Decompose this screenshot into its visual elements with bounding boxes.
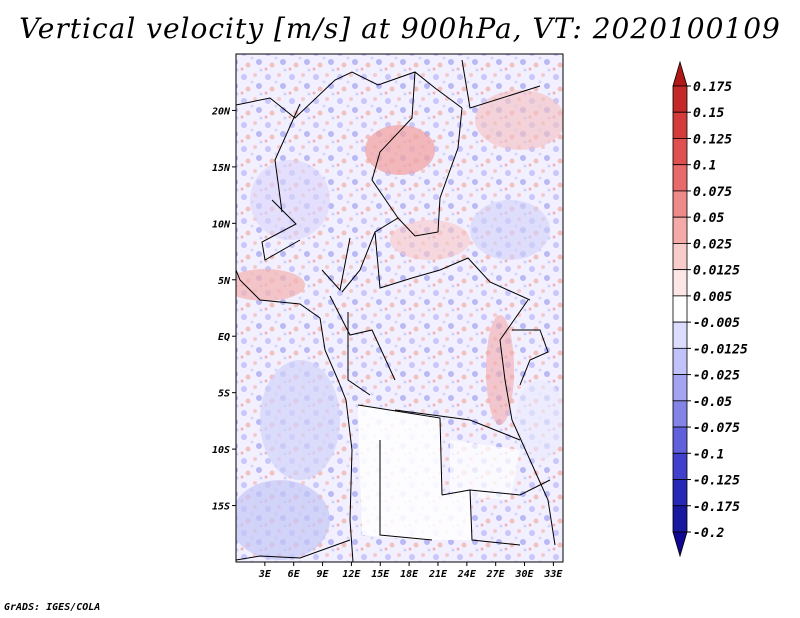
lat-tick-label: 10N (212, 219, 231, 230)
colorbar-swatch (672, 452, 688, 480)
colorbar-swatch (672, 505, 688, 533)
colorbar-swatch (672, 400, 688, 428)
grads-credit: GrADS: IGES/COLA (4, 602, 101, 613)
lat-tick-label: 20N (211, 106, 231, 117)
colorbar-label: -0.005 (693, 316, 740, 331)
colorbar-swatch (672, 479, 688, 507)
colorbar-swatch (672, 164, 688, 192)
colorbar-label: 0.125 (693, 132, 732, 147)
colorbar-swatch (672, 111, 688, 139)
colorbar-label: -0.025 (693, 369, 740, 384)
lon-tick-label: 30E (514, 569, 534, 580)
lon-tick-label: 12E (342, 569, 361, 580)
lat-tick-label: 5N (218, 276, 231, 287)
colorbar-swatch (672, 216, 688, 244)
lon-tick-label: 6E (288, 569, 301, 580)
map-title: Vertical velocity [m/s] at 900hPa, VT: 2… (19, 12, 781, 45)
colorbar-label: 0.1 (693, 159, 716, 174)
lon-tick-label: 3E (258, 569, 272, 580)
colorbar-swatch (672, 85, 688, 113)
colorbar-label: -0.175 (693, 500, 740, 515)
colorbar-swatch (672, 426, 688, 454)
longitude-axis: 3E 6E 9E 12E 15E 18E 21E 24E 27E 30E 33E (258, 562, 563, 580)
lon-tick-label: 27E (486, 569, 506, 580)
velocity-field (236, 54, 563, 562)
colorbar-swatch (672, 243, 688, 271)
colorbar-label: 0.025 (693, 237, 732, 252)
colorbar-label: -0.2 (693, 526, 724, 541)
colorbar-label: -0.05 (693, 395, 732, 410)
lon-tick-label: 9E (317, 569, 330, 580)
lat-tick-label: EQ (218, 332, 230, 343)
colorbar-bottom-arrow (672, 531, 688, 558)
colorbar-label: 0.15 (693, 106, 724, 121)
lon-tick-label: 18E (400, 569, 419, 580)
colorbar-swatch (672, 374, 688, 402)
map-frame (235, 53, 564, 563)
colorbar-label: -0.0125 (693, 342, 748, 357)
colorbar-swatch (672, 321, 688, 349)
lon-tick-label: 24E (457, 569, 477, 580)
colorbar-top-arrow (672, 60, 688, 87)
colorbar-swatch (672, 190, 688, 218)
colorbar-label: 0.05 (693, 211, 724, 226)
colorbar-label: 0.0125 (693, 264, 740, 279)
colorbar-swatch (672, 347, 688, 375)
colorbar-label: -0.075 (693, 421, 740, 436)
lon-tick-label: 15E (371, 569, 390, 580)
colorbar-swatch (672, 138, 688, 166)
colorbar-swatch (672, 269, 688, 297)
lon-tick-label: 33E (543, 569, 563, 580)
colorbar-label: 0.005 (693, 290, 732, 305)
colorbar-label: 0.175 (693, 80, 732, 95)
lon-tick-label: 21E (428, 569, 448, 580)
colorbar-label: 0.075 (693, 185, 732, 200)
lat-tick-label: 5S (218, 389, 230, 400)
lat-tick-label: 15N (212, 163, 231, 174)
latitude-axis: 20N 15N 10N 5N EQ 5S 10S 15S (211, 106, 236, 513)
lat-tick-label: 10S (212, 445, 230, 456)
colorbar-label: -0.1 (693, 447, 724, 462)
lat-tick-label: 15S (212, 502, 230, 513)
colorbar: 0.175 0.15 0.125 0.1 0.075 0.05 0.025 0.0125 0.0… (672, 60, 748, 558)
colorbar-swatch (672, 295, 688, 323)
colorbar-label: -0.125 (693, 474, 740, 489)
borders (236, 59, 556, 562)
